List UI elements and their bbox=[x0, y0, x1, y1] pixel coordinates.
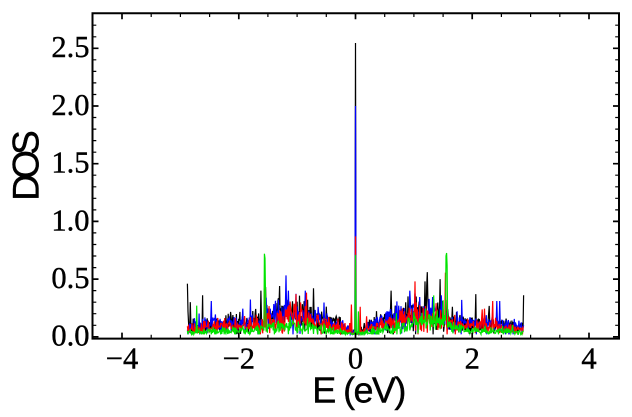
svg-text:1.0: 1.0 bbox=[51, 203, 89, 237]
svg-text:0.5: 0.5 bbox=[51, 261, 89, 295]
svg-text:−4: −4 bbox=[106, 342, 138, 376]
svg-text:DOS: DOS bbox=[6, 132, 47, 201]
svg-text:−2: −2 bbox=[223, 342, 255, 376]
svg-text:2.5: 2.5 bbox=[51, 30, 89, 64]
svg-text:0.0: 0.0 bbox=[51, 319, 89, 353]
svg-text:E (eV): E (eV) bbox=[312, 370, 404, 411]
svg-text:2.0: 2.0 bbox=[51, 88, 89, 122]
svg-text:1.5: 1.5 bbox=[51, 146, 89, 180]
svg-text:2: 2 bbox=[465, 342, 480, 376]
svg-text:4: 4 bbox=[581, 342, 596, 376]
svg-text:0: 0 bbox=[348, 342, 363, 376]
